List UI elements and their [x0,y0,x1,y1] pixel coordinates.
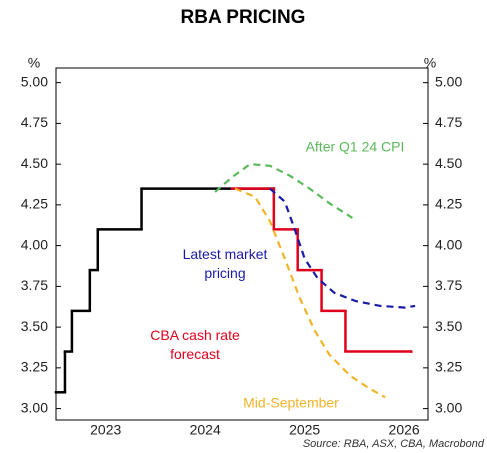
source-note: Source: RBA, ASX, CBA, Macrobond [303,438,485,450]
y-tick-label: 4.50 [21,155,48,171]
y-unit-left: % [28,55,40,71]
series-label: Mid-September [243,395,339,411]
y-tick-label-right: 4.25 [435,196,462,212]
x-tick-label: 2023 [90,422,121,438]
y-tick-label: 3.50 [21,318,48,334]
series-label: Latest market pricing [183,246,268,281]
y-tick-label-right: 3.75 [435,277,462,293]
line-series [234,187,386,399]
y-tick-label-right: 4.00 [435,236,462,252]
y-tick-label: 4.00 [21,236,48,252]
series-label: CBA cash rate forecast [150,327,240,362]
x-tick-label: 2025 [289,422,320,438]
x-tick-label: 2024 [190,422,221,438]
line-series [269,187,416,309]
y-tick-label-right: 4.50 [435,155,462,171]
y-tick-label-right: 4.75 [435,114,462,130]
y-tick-label-right: 5.00 [435,73,462,89]
y-tick-label-right: 3.00 [435,399,462,415]
y-tick-label: 5.00 [21,73,48,89]
chart-title: RBA PRICING [181,7,306,28]
series-label: After Q1 24 CPI [306,139,405,155]
plot-frame [55,67,429,421]
y-tick-label: 3.25 [21,359,48,375]
x-tick-label: 2026 [389,422,420,438]
y-tick-label: 4.25 [21,196,48,212]
y-tick-label: 3.00 [21,399,48,415]
line-series [214,162,353,219]
y-tick-label: 3.75 [21,277,48,293]
y-tick-label-right: 3.50 [435,318,462,334]
y-unit-right: % [424,55,436,71]
y-tick-label: 4.75 [21,114,48,130]
y-tick-label-right: 3.25 [435,359,462,375]
